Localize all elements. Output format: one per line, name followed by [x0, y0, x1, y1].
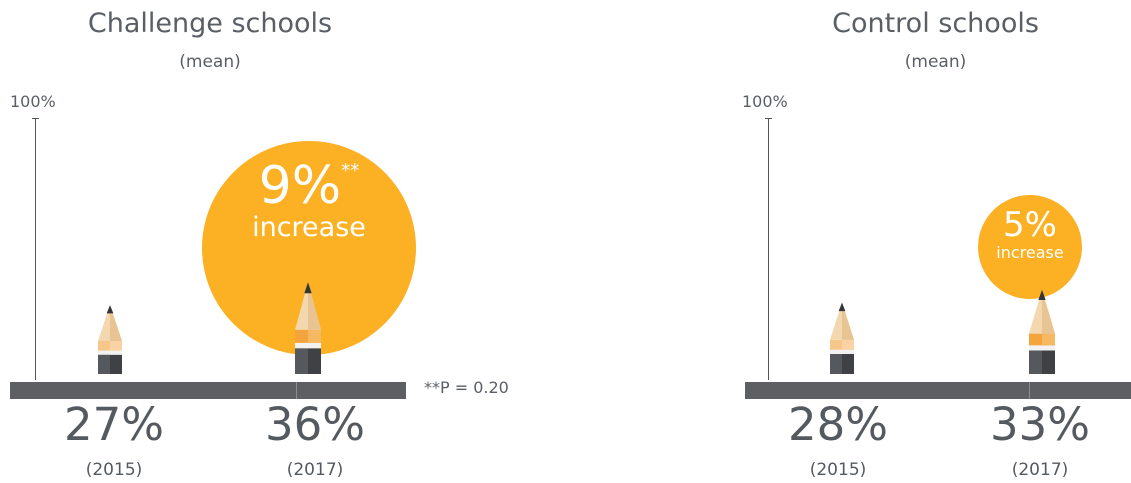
pencil-body-highlight: [1042, 334, 1055, 346]
pencil-base-highlight: [830, 354, 842, 374]
pencil-body-highlight: [110, 341, 122, 351]
pencil-body-highlight: [308, 330, 321, 343]
pencil-band: [830, 350, 854, 354]
pencil-2017: [295, 282, 321, 374]
pencil-base-highlight: [1029, 350, 1042, 374]
pencil-tip: [1038, 290, 1045, 300]
pencil-2015: [98, 305, 122, 374]
pencil-tip: [107, 305, 114, 313]
pencil-band: [1029, 345, 1055, 350]
pencil-2015: [830, 303, 854, 374]
pencil-body-highlight: [842, 340, 854, 350]
pencil-tip: [304, 282, 311, 293]
pencil-2017: [1029, 290, 1055, 374]
pencil-band: [295, 343, 321, 349]
pencil-base-highlight: [295, 348, 308, 374]
pencil-base-highlight: [98, 355, 110, 374]
pencil-band: [98, 351, 122, 355]
pencil-tip: [839, 303, 846, 312]
